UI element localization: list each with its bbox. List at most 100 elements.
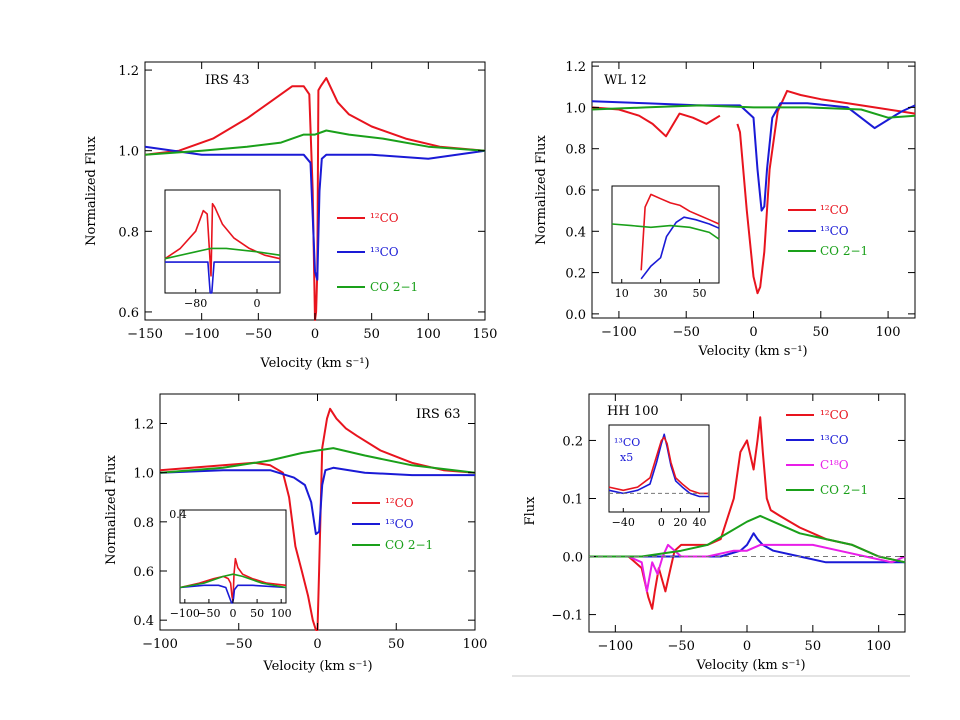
y-tick-label: 0.0 xyxy=(565,308,586,323)
inset-x-tick-label: 0 xyxy=(658,516,665,529)
legend-label-12co: ¹²CO xyxy=(385,496,414,510)
x-tick-label: 150 xyxy=(473,327,498,342)
axis-ticks: −100 −50 0 50 100 −0.1 0.0 0.1 0.2 xyxy=(551,394,905,654)
inset: −100−50 0 50 100 0.4 xyxy=(169,508,291,620)
y-axis-label: Flux xyxy=(523,496,538,526)
inset-label-scale: x5 xyxy=(620,451,633,464)
inset-series-co12 xyxy=(640,193,720,271)
series-line-co21 xyxy=(144,129,486,156)
axis-ticks: −100 −50 0 50 100 0.0 0.2 0.4 0.6 0.8 1.0 1.2 xyxy=(565,60,915,340)
x-tick-label: 50 xyxy=(805,639,822,654)
x-tick-label: 100 xyxy=(416,327,441,342)
y-tick-label: 0.6 xyxy=(118,306,139,321)
y-tick-label: 0.0 xyxy=(562,551,583,566)
series-line-co12 xyxy=(589,416,906,610)
legend: ¹²CO ¹³CO CO 2−1 xyxy=(337,211,418,294)
x-tick-label: −50 xyxy=(672,325,699,340)
inset-series-co21 xyxy=(611,223,720,240)
panel-title: IRS 43 xyxy=(205,73,250,88)
panel-irs43: IRS 43 Normalized Flux Velocity (km s⁻¹)… xyxy=(84,61,497,371)
inset-series-co21 xyxy=(179,573,287,589)
panel-hh100: HH 100 Flux Velocity (km s⁻¹) ¹³CO x5 −4… xyxy=(512,393,910,677)
y-tick-label: 0.4 xyxy=(565,225,586,240)
inset-frame xyxy=(164,189,281,294)
series-group xyxy=(159,407,476,631)
panel-wl12: WL 12 Normalized Flux Velocity (km s⁻¹) … xyxy=(534,60,916,359)
x-axis-label: Velocity (km s⁻¹) xyxy=(259,356,369,371)
x-tick-label: −50 xyxy=(667,639,694,654)
x-tick-label: 50 xyxy=(813,325,830,340)
legend-label-13co: ¹³CO xyxy=(820,433,849,447)
inset: ¹³CO x5 −40 0 20 40 xyxy=(608,424,710,529)
inset-series-co21 xyxy=(164,247,281,260)
series-line-co12 xyxy=(591,106,721,138)
inset: 10 30 50 xyxy=(611,185,720,300)
y-tick-label: 1.2 xyxy=(565,60,586,75)
x-tick-label: 100 xyxy=(876,325,901,340)
x-tick-label: 0 xyxy=(743,639,751,654)
x-tick-label: 0 xyxy=(749,325,757,340)
inset-x-tick-label: 100 xyxy=(271,607,292,620)
x-axis-label: Velocity (km s⁻¹) xyxy=(695,658,805,673)
y-tick-label: 0.2 xyxy=(565,267,586,282)
series-group xyxy=(591,89,916,295)
inset: −80 0 xyxy=(164,189,281,310)
x-axis-label: Velocity (km s⁻¹) xyxy=(697,344,807,359)
series-line-c18o xyxy=(589,543,906,593)
series-line-co21 xyxy=(591,104,916,119)
inset-label: ¹³CO xyxy=(614,436,640,449)
inset-x-tick-label: 0 xyxy=(230,607,237,620)
panel-title: WL 12 xyxy=(604,73,647,88)
panel-title: IRS 63 xyxy=(416,407,461,422)
inset-x-tick-label: 10 xyxy=(615,287,629,300)
inset-x-tick-label: 30 xyxy=(654,287,668,300)
inset-series-co13 xyxy=(179,584,287,604)
x-tick-label: −100 xyxy=(597,639,633,654)
inset-y-label: 0.4 xyxy=(169,508,187,521)
series-line-co12 xyxy=(159,407,476,631)
inset-series-co12 xyxy=(164,202,281,277)
x-tick-label: 0 xyxy=(313,637,321,652)
y-axis-label: Normalized Flux xyxy=(84,135,99,245)
legend-label-12co: ¹²CO xyxy=(820,408,849,422)
y-tick-label: −0.1 xyxy=(551,609,583,624)
inset-x-tick-label: 20 xyxy=(673,516,687,529)
y-axis-label: Normalized Flux xyxy=(104,454,119,564)
axis-ticks: −150 −100 −50 0 50 100 150 0.6 0.8 1.0 1.2 xyxy=(118,62,497,342)
y-tick-label: 0.1 xyxy=(562,492,583,507)
y-axis-label: Normalized Flux xyxy=(534,134,549,244)
x-tick-label: −150 xyxy=(127,327,163,342)
inset-x-tick-label: 40 xyxy=(692,516,706,529)
series-line-co12 xyxy=(144,77,486,321)
inset-x-tick-label: −50 xyxy=(197,607,220,620)
legend-label-13co: ¹³CO xyxy=(370,245,399,259)
legend-label-c18o: C¹⁸O xyxy=(820,458,849,472)
y-tick-label: 0.8 xyxy=(133,516,154,531)
y-tick-label: 1.2 xyxy=(118,64,139,79)
legend-label-co21: CO 2−1 xyxy=(820,244,868,258)
inset-series-co13 xyxy=(640,216,720,280)
legend-label-13co: ¹³CO xyxy=(385,517,414,531)
y-tick-label: 1.0 xyxy=(133,467,154,482)
inset-series-co13 xyxy=(165,261,280,294)
y-tick-label: 0.8 xyxy=(565,143,586,158)
inset-x-tick-label: 50 xyxy=(693,287,707,300)
x-tick-label: 100 xyxy=(463,637,488,652)
legend-label-12co: ¹²CO xyxy=(820,203,849,217)
inset-x-tick-label: −40 xyxy=(612,516,635,529)
legend: ¹²CO ¹³CO CO 2−1 xyxy=(788,203,868,258)
x-tick-label: 100 xyxy=(866,639,891,654)
x-tick-label: −50 xyxy=(225,637,252,652)
series-group xyxy=(144,77,486,321)
legend: ¹²CO ¹³CO C¹⁸O CO 2−1 xyxy=(786,408,868,497)
series-line-co13 xyxy=(144,145,486,281)
x-tick-label: −100 xyxy=(142,637,178,652)
inset-frame xyxy=(611,185,720,284)
inset-frame xyxy=(608,424,710,513)
x-tick-label: 0 xyxy=(311,327,319,342)
inset-series-co12 xyxy=(608,436,709,495)
x-tick-label: 50 xyxy=(388,637,405,652)
series-line-co21 xyxy=(159,447,476,474)
legend-label-12co: ¹²CO xyxy=(370,211,399,225)
